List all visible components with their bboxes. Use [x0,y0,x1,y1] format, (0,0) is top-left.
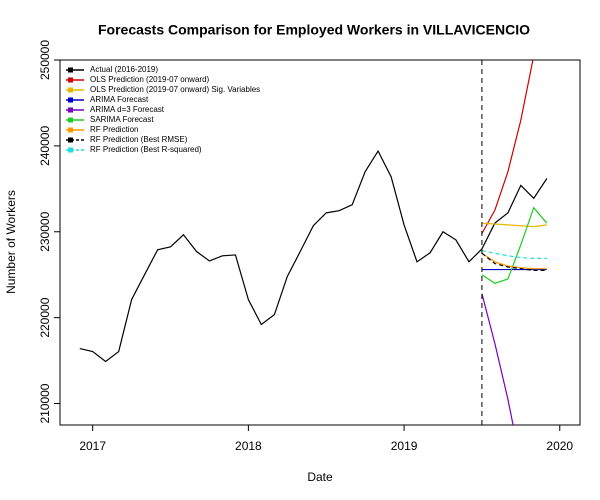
legend-label: ARIMA d=3 Forecast [90,105,165,114]
legend-box [68,147,73,153]
y-tick-label: 230000 [38,211,52,251]
legend-box [68,117,73,123]
legend-label: RF Prediction (Best RMSE) [90,135,188,144]
legend-box [68,67,73,73]
legend-label: SARIMA Forecast [90,115,154,124]
legend-label: OLS Prediction (2019-07 onward) [90,75,210,84]
legend-box [68,137,73,143]
x-tick-label: 2020 [546,439,573,453]
legend-label: RF Prediction [90,125,138,134]
legend-box [68,107,73,113]
series-line [79,149,548,363]
legend-box [68,87,73,93]
series-line [481,252,547,270]
chart-title: Forecasts Comparison for Employed Worker… [98,22,530,38]
series-line [481,252,547,272]
y-tick-label: 250000 [38,40,52,80]
legend-label: ARIMA Forecast [90,95,149,104]
series-line [481,206,548,284]
y-tick-label: 220000 [38,297,52,337]
legend-label: OLS Prediction (2019-07 onward) Sig. Var… [90,85,260,94]
y-tick-label: 240000 [38,126,52,166]
series-line [481,60,534,234]
plot-lines [79,60,548,425]
x-axis-label: Date [307,470,333,484]
legend-label: RF Prediction (Best R-squared) [90,145,202,154]
x-tick-label: 2018 [235,439,262,453]
legend-label: Actual (2016-2019) [90,65,158,74]
x-tick-label: 2019 [391,439,418,453]
y-tick-label: 210000 [38,383,52,423]
legend-box [68,127,73,133]
plot-box [59,59,581,426]
series-line [481,293,514,425]
series-line [481,250,547,259]
y-axis-label: Number of Workers [4,190,18,294]
series-line [481,222,547,228]
x-tick-label: 2017 [79,439,106,453]
legend-box [68,97,73,103]
legend-box [68,77,73,83]
